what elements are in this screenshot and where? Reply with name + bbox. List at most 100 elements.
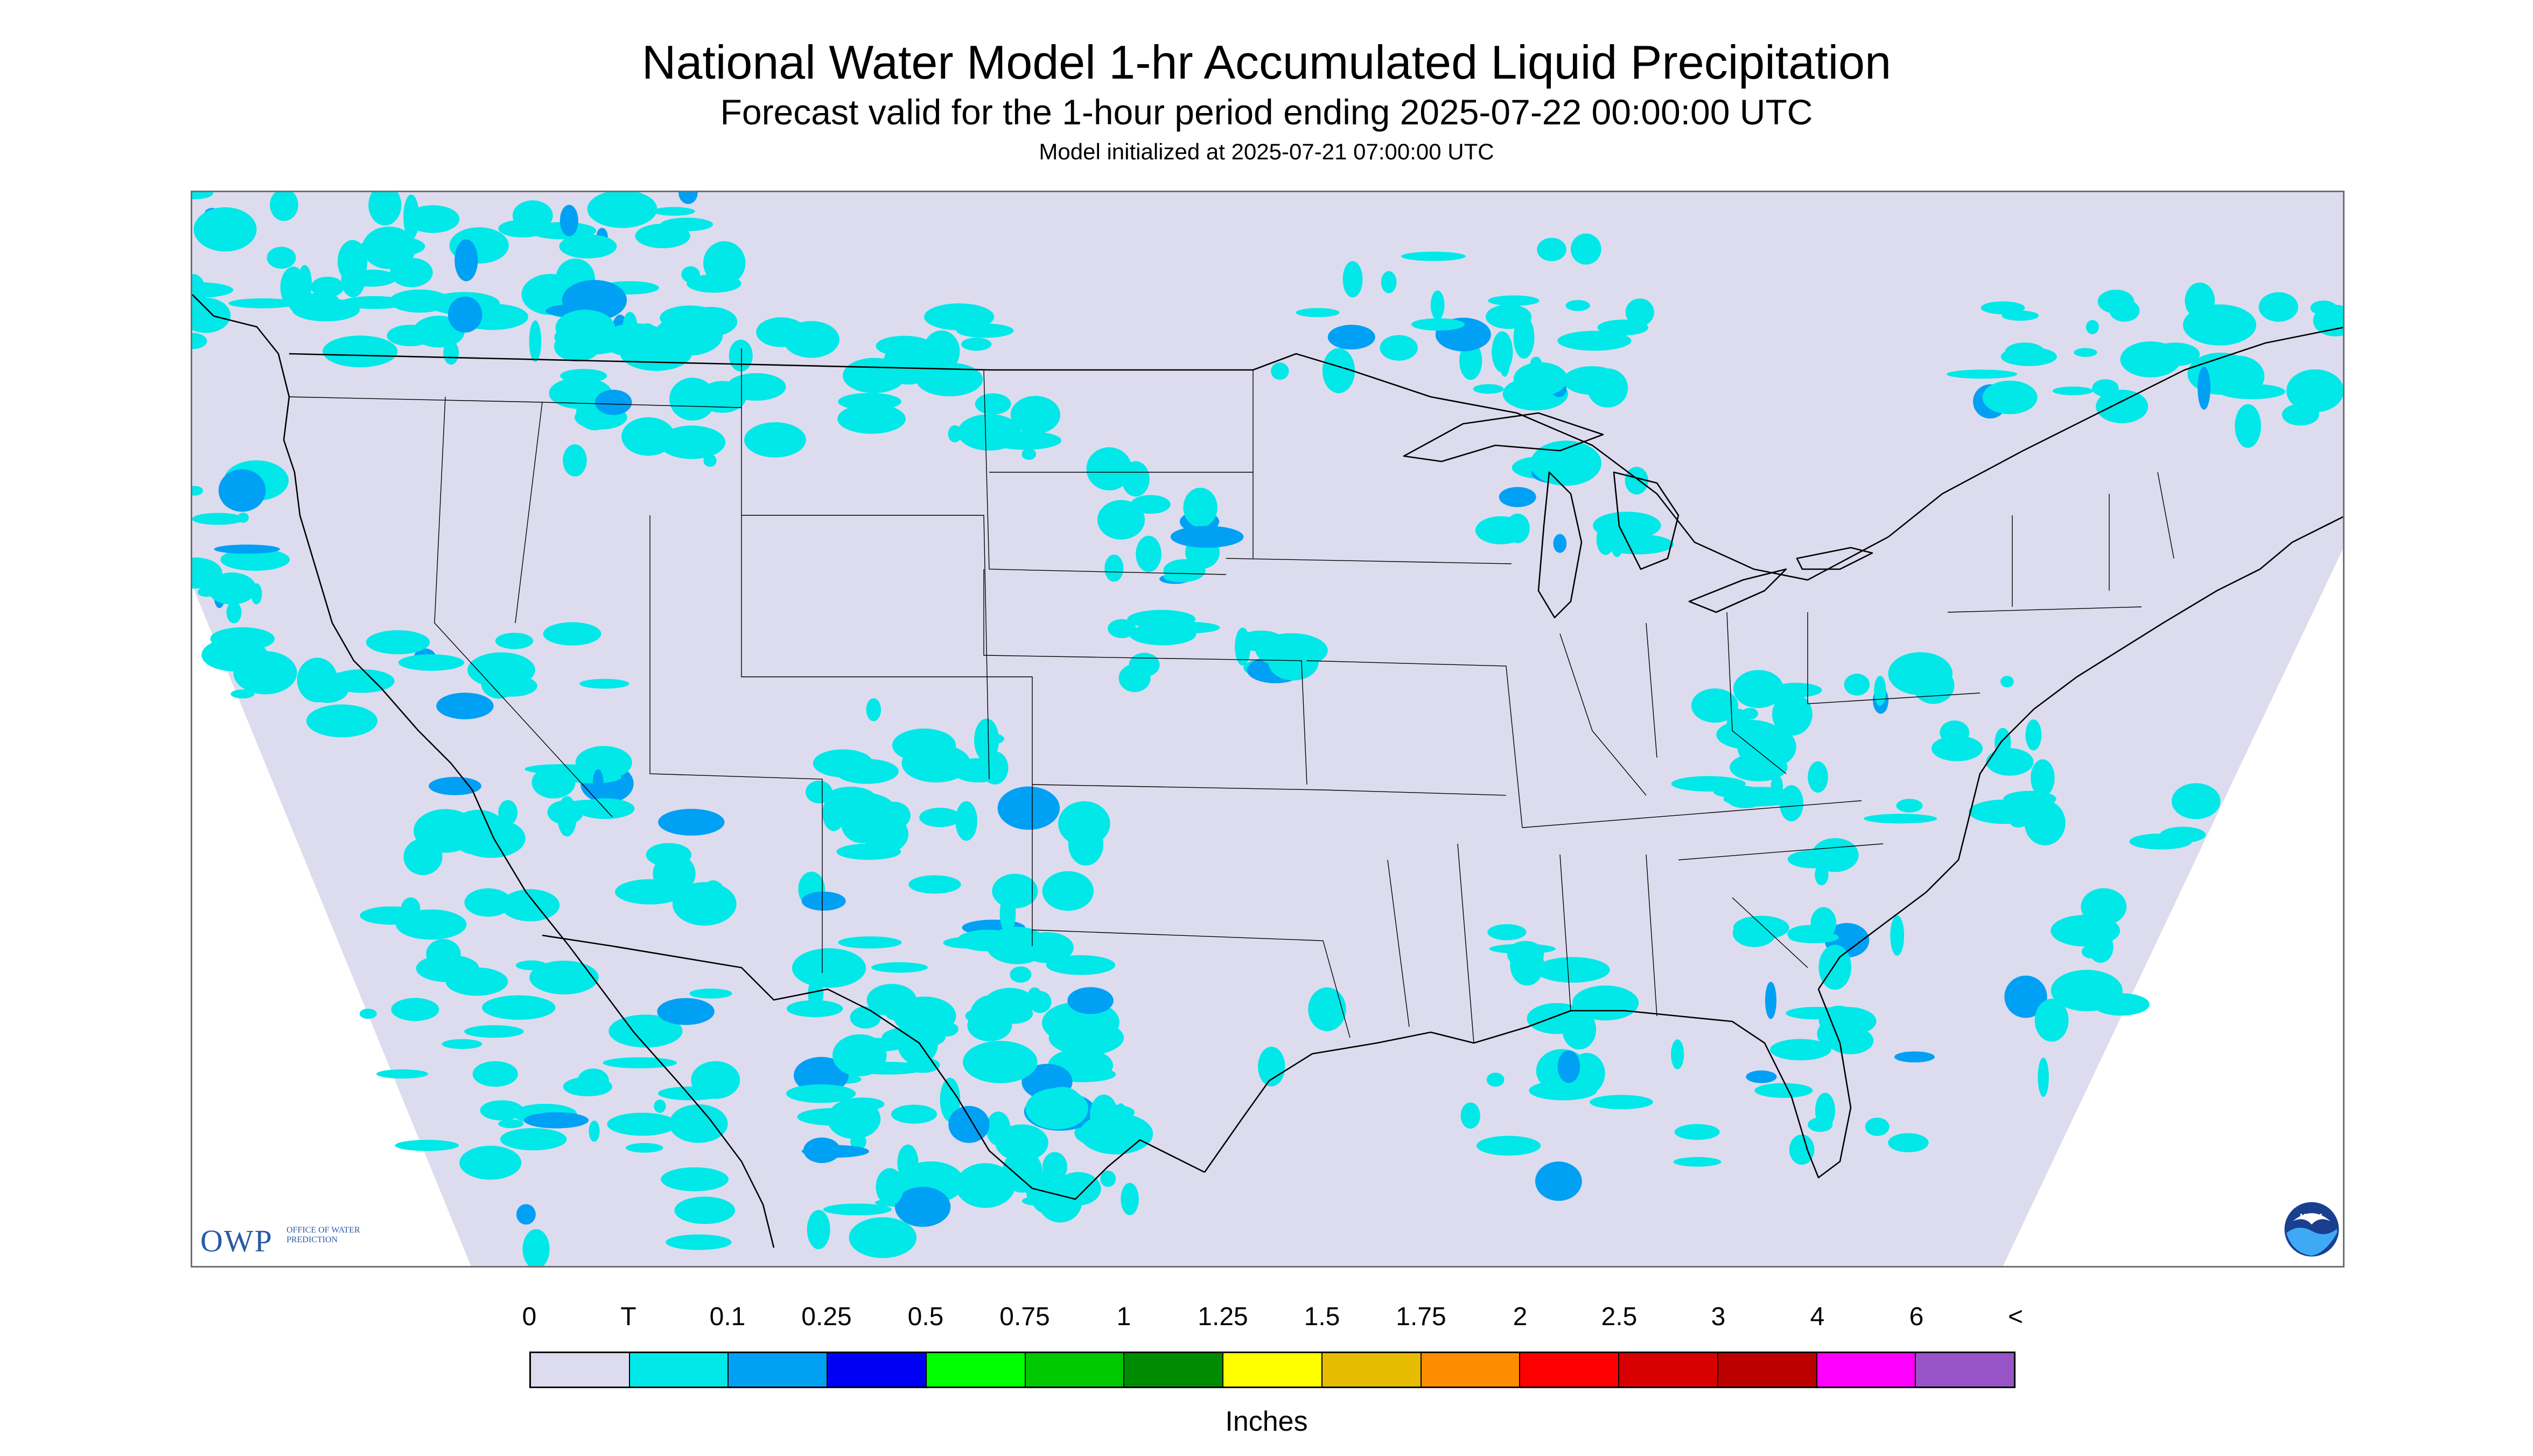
precip-cell <box>2005 342 2045 361</box>
precip-cell <box>756 317 807 347</box>
precip-cell <box>1810 907 1837 939</box>
precip-cell <box>1572 985 1639 1021</box>
precip-cell <box>1733 915 1789 940</box>
legend-swatch <box>1916 1353 2014 1387</box>
precip-cell <box>2074 348 2097 357</box>
precip-cell <box>429 776 481 795</box>
precip-cell <box>323 335 398 368</box>
precip-cell <box>1133 663 1147 673</box>
precip-cell <box>2235 404 2261 448</box>
precip-cell <box>1888 1133 1929 1152</box>
precip-cell <box>559 234 617 258</box>
precip-cell <box>405 205 460 233</box>
precip-cell <box>472 1061 518 1087</box>
legend-swatch <box>1619 1353 1718 1387</box>
precip-cell <box>1671 1039 1684 1069</box>
precip-cell <box>416 954 479 982</box>
precip-cell <box>1235 627 1251 666</box>
precip-cell <box>1163 571 1199 583</box>
legend-tick-label: 6 <box>1909 1303 1924 1331</box>
legend-swatch <box>531 1353 630 1387</box>
precip-cell <box>797 1108 870 1126</box>
precip-cell <box>1787 850 1838 869</box>
precip-cell <box>891 1104 937 1124</box>
precip-cell <box>495 633 534 649</box>
precip-cell <box>892 729 956 762</box>
precip-cell <box>1127 610 1196 629</box>
precip-cell <box>2171 783 2221 820</box>
precip-cell <box>658 809 725 836</box>
precip-cell <box>1322 348 1355 394</box>
precip-cell <box>2086 320 2099 334</box>
precip-cell <box>1770 1039 1831 1061</box>
state-lines <box>289 348 2174 1044</box>
precip-cell <box>1982 380 2038 415</box>
precip-cell <box>813 749 873 778</box>
precip-cell <box>368 192 402 226</box>
precip-cell <box>531 766 576 799</box>
lake-superior <box>1403 412 1604 463</box>
precip-cell <box>1010 396 1061 434</box>
precip-cell <box>1864 814 1937 824</box>
precip-cell <box>658 425 726 459</box>
precip-map <box>191 191 2345 1268</box>
precipitation-layer <box>192 192 2343 1266</box>
precip-cell <box>1733 670 1784 708</box>
precip-cell <box>666 1234 732 1250</box>
precip-cell <box>661 1167 729 1192</box>
precip-cell <box>1874 676 1886 706</box>
precip-cell <box>956 323 1014 338</box>
precip-cell <box>390 257 433 288</box>
precip-cell <box>975 393 1011 415</box>
precip-cell <box>1769 683 1822 698</box>
legend-swatch <box>1421 1353 1521 1387</box>
precip-cell <box>703 241 746 285</box>
precip-cell <box>1488 295 1540 306</box>
precip-cell <box>841 803 883 843</box>
precip-cell <box>543 622 601 646</box>
legend-tick-label: 0.1 <box>709 1303 746 1331</box>
precip-cell <box>2187 352 2254 395</box>
precip-cell <box>1513 316 1535 359</box>
precip-cell <box>638 323 657 344</box>
precip-cell <box>1789 1134 1815 1165</box>
precip-cell <box>592 769 604 797</box>
precip-cell <box>340 296 408 309</box>
precip-cell <box>1772 693 1813 736</box>
precip-cell <box>464 1025 524 1038</box>
precip-cell <box>803 1137 841 1163</box>
precip-cell <box>1986 748 2034 776</box>
precip-cell <box>1765 982 1777 1019</box>
precip-cell <box>2182 304 2257 346</box>
legend-tick-label: 2 <box>1513 1303 1528 1331</box>
precip-cell <box>1271 362 1289 380</box>
precip-cell <box>2025 719 2042 751</box>
precip-cell <box>1492 331 1513 373</box>
precip-cell <box>654 1100 666 1113</box>
precip-cell <box>547 800 584 825</box>
legend-tick-label: 2.5 <box>1601 1303 1638 1331</box>
precip-cell <box>1067 987 1114 1014</box>
precip-cell <box>689 988 732 999</box>
precip-cell <box>270 192 298 221</box>
precip-cell <box>908 875 961 894</box>
precip-cell <box>1028 991 1052 1013</box>
precip-cell <box>981 751 1009 785</box>
precip-cell <box>524 1112 589 1129</box>
precip-cell <box>626 1143 663 1153</box>
precip-cell <box>894 1187 951 1227</box>
precip-cell <box>1817 1017 1865 1051</box>
chart-title: National Water Model 1-hr Accumulated Li… <box>641 36 1892 89</box>
precip-cell <box>1931 736 1983 761</box>
precip-cell <box>876 335 933 356</box>
precip-cell <box>1476 1136 1541 1156</box>
precip-cell <box>1557 1050 1580 1083</box>
precip-cell <box>744 422 806 458</box>
precip-cell <box>2031 759 2055 797</box>
precip-cell <box>849 1217 917 1258</box>
precip-cell <box>681 266 700 283</box>
precip-cell <box>1460 1102 1480 1129</box>
precip-cell <box>897 1023 939 1065</box>
precip-cell <box>306 704 378 738</box>
precip-cell <box>866 984 917 1016</box>
